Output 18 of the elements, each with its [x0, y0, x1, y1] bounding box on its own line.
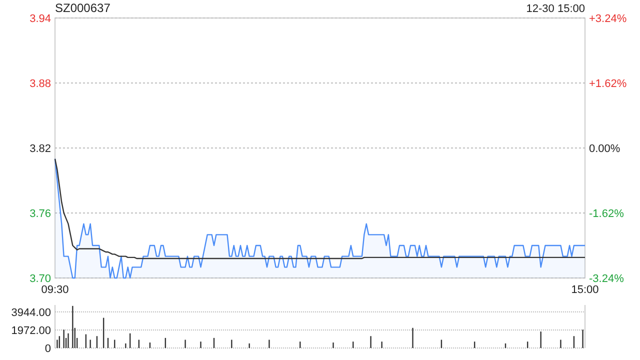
line-series — [54, 158, 586, 260]
y-tick-label: 3.82 — [30, 143, 51, 155]
y-tick-label: 0 — [44, 343, 51, 355]
text: 12-30 15:00 — [526, 3, 585, 15]
y2-tick-label: +1.62% — [589, 78, 627, 90]
x-tick-label: 15:00 — [571, 284, 599, 296]
x-tick-label: 09:30 — [41, 284, 69, 296]
y-tick-label: 3944.00 — [11, 306, 51, 319]
y2-tick-label: -1.62% — [589, 208, 624, 220]
y-tick-label: 1972.00 — [11, 324, 51, 337]
chart-title: SZ000637 — [55, 1, 111, 15]
y-tick-label: 3.70 — [30, 273, 51, 285]
y-tick-label: 3.94 — [30, 13, 51, 25]
y2-tick-label: -3.24% — [589, 273, 624, 285]
y-tick-label: 3.76 — [30, 208, 51, 220]
y2-tick-label: +3.24% — [589, 13, 627, 25]
y2-tick-label: 0.00% — [589, 143, 620, 155]
y-tick-label: 3.88 — [30, 78, 51, 90]
